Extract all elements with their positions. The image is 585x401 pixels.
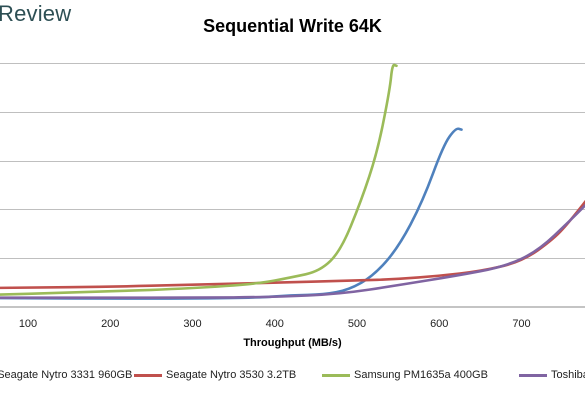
legend-label: Toshiba bbox=[551, 369, 585, 381]
legend-item-nytro-3331: e Seagate Nytro 3331 960GB bbox=[0, 369, 132, 381]
series-line-1 bbox=[0, 199, 585, 290]
x-tick-label: 300 bbox=[183, 318, 201, 330]
x-tick-label: 400 bbox=[266, 318, 284, 330]
x-axis-label: Throughput (MB/s) bbox=[243, 337, 342, 349]
legend-swatch bbox=[519, 373, 547, 377]
brand-logo-text: Review bbox=[0, 1, 72, 26]
series-lines bbox=[0, 63, 585, 300]
legend-item-nytro-3530: Seagate Nytro 3530 3.2TB bbox=[134, 369, 296, 381]
legend-label: Samsung PM1635a 400GB bbox=[354, 369, 488, 381]
x-tick-labels: 100 200 300 400 500 600 700 bbox=[19, 318, 531, 330]
x-tick-label: 500 bbox=[348, 318, 366, 330]
series-line-3 bbox=[0, 203, 585, 300]
legend-swatch bbox=[134, 373, 162, 377]
x-tick-label: 700 bbox=[512, 318, 530, 330]
chart-title: Sequential Write 64K bbox=[203, 16, 382, 36]
legend-label: Seagate Nytro 3331 960GB bbox=[0, 369, 133, 381]
x-tick-label: 100 bbox=[19, 318, 37, 330]
grid-lines bbox=[0, 63, 585, 259]
legend-swatch bbox=[322, 373, 350, 377]
legend: e Seagate Nytro 3331 960GB Seagate Nytro… bbox=[0, 369, 585, 389]
legend-item-toshiba: Toshiba bbox=[519, 369, 585, 381]
x-tick-label: 600 bbox=[430, 318, 448, 330]
legend-item-samsung: Samsung PM1635a 400GB bbox=[322, 369, 488, 381]
series-line-2 bbox=[0, 63, 398, 296]
x-tick-label: 200 bbox=[101, 318, 119, 330]
legend-label: Seagate Nytro 3530 3.2TB bbox=[166, 369, 297, 381]
series-line-0 bbox=[0, 127, 463, 300]
